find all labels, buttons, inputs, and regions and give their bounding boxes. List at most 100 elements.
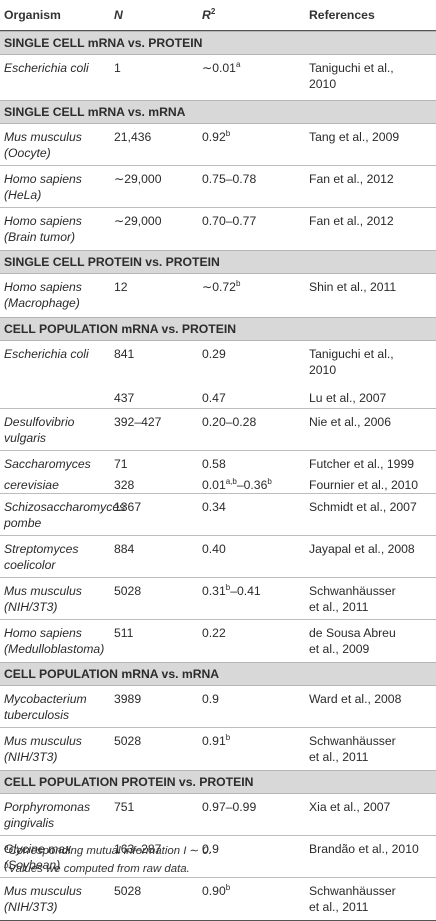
n-cell: ∼29,000	[114, 172, 162, 186]
r2-cell: 0.58	[202, 456, 309, 472]
organism-line-1: Desulfovibrio	[4, 415, 75, 429]
organism-line-2: (NIH/3T3)	[4, 600, 58, 614]
organism-cell: Homo sapiens (HeLa)	[0, 171, 114, 203]
r2-tail-footnote-mark: b	[267, 477, 272, 486]
reference-line-1: Fan et al., 2012	[309, 172, 394, 186]
organism-line-1: Mus musculus	[4, 584, 82, 598]
organism-cell: Mycobacterium tuberculosis	[0, 691, 114, 723]
r2-footnote-mark: b	[235, 279, 241, 288]
organism-line-2: gingivalis	[4, 816, 55, 830]
header-references: References	[309, 8, 375, 22]
r2-footnote-mark: a,b	[225, 477, 237, 486]
n-cell: ∼29,000	[114, 214, 162, 228]
organism-line-1: Mus musculus	[4, 130, 82, 144]
organism-line-2: (Oocyte)	[4, 146, 51, 160]
r2-value: ∼0.01	[202, 61, 236, 75]
n-cell: 884	[114, 542, 135, 556]
organism-cell: Schizosaccharomyces pombe	[0, 499, 126, 531]
reference-line-2: 2010	[309, 363, 337, 377]
reference-line-1: Schmidt et al., 2007	[309, 500, 417, 514]
reference-line-1: Nie et al., 2006	[309, 415, 391, 429]
r2-value: 0.91	[202, 734, 226, 748]
r2-cell: 0.90b	[202, 883, 309, 899]
reference-line-1: Jayapal et al., 2008	[309, 542, 415, 556]
reference-line-2: et al., 2009	[309, 642, 370, 656]
table-row: Saccharomyces 71 0.58 Futcher et al., 1999	[0, 451, 436, 472]
section-header: SINGLE CELL mRNA vs. mRNA	[0, 100, 436, 124]
reference-cell: Fan et al., 2012	[309, 213, 436, 229]
r2-footnote-mark: b	[225, 129, 231, 138]
table-row: Mus musculus (Oocyte) 21,436 0.92b Tang et a…	[0, 124, 436, 166]
r2-value: 0.9	[202, 692, 219, 706]
organism-line-2: (Soybean)	[4, 858, 61, 872]
r2-cell: 0.47	[202, 390, 309, 406]
n-cell: 5028	[114, 584, 142, 598]
r2-value-tail: –0.36	[236, 478, 268, 492]
table-row: 437 0.47 Lu et al., 2007	[0, 385, 436, 409]
organism-cell: Homo sapiens (Medulloblastoma)	[0, 625, 114, 657]
reference-cell: Shin et al., 2011	[309, 279, 436, 295]
footnote-a-text: Corresponding mutual information I ∼ 0.	[8, 845, 212, 857]
r2-value: 0.20–0.28	[202, 415, 257, 429]
table-row: Escherichia coli 841 0.29 Taniguchi et al.,…	[0, 341, 436, 385]
organism-cell: Porphyromonas gingivalis	[0, 799, 114, 831]
section-header: CELL POPULATION mRNA vs. mRNA	[0, 662, 436, 686]
r2-cell: 0.40	[202, 541, 309, 557]
reference-cell: Futcher et al., 1999	[309, 456, 436, 472]
organism-cell: Mus musculus (Oocyte)	[0, 129, 114, 161]
r2-value: 0.75–0.78	[202, 172, 257, 186]
table-row: Mycobacterium tuberculosis 3989 0.9 Ward et …	[0, 686, 436, 728]
r2-cell: 0.9	[202, 691, 309, 707]
r2-cell: 0.75–0.78	[202, 171, 309, 187]
organism-line-2: (NIH/3T3)	[4, 750, 58, 764]
organism-cell: Escherichia coli	[0, 60, 114, 76]
organism-cell: Escherichia coli	[0, 346, 114, 362]
reference-line-1: Brandão et al., 2010	[309, 842, 419, 856]
table-body: SINGLE CELL mRNA vs. PROTEIN Escherichia …	[0, 31, 436, 920]
r2-value: 0.31	[202, 584, 226, 598]
organism-line-1: Glycine max	[4, 842, 72, 856]
n-cell: 841	[114, 347, 135, 361]
table-row: Homo sapiens (Brain tumor) ∼29,000 0.70–0.7…	[0, 208, 436, 250]
r2-value: 0.34	[202, 500, 226, 514]
organism-line-1: Mycobacterium	[4, 692, 87, 706]
r2-value: 0.90	[202, 884, 226, 898]
organism-line-2: (NIH/3T3)	[4, 900, 58, 914]
organism-line-1: Streptomyces	[4, 542, 79, 556]
section-header: CELL POPULATION PROTEIN vs. PROTEIN	[0, 770, 436, 794]
organism-line-1: Mus musculus	[4, 734, 82, 748]
reference-line-2: et al., 2011	[309, 900, 369, 914]
table-row: Homo sapiens (Macrophage) 12 ∼0.72b Shin et …	[0, 274, 436, 317]
r2-value: 0.9	[202, 842, 219, 856]
organism-line-1: Schizosaccharomyces	[4, 500, 126, 514]
r2-value: 0.97–0.99	[202, 800, 257, 814]
r2-cell: ∼0.72b	[202, 279, 309, 295]
n-cell: 71	[114, 457, 128, 471]
r2-value: 0.22	[202, 626, 226, 640]
organism-line-1: Homo sapiens	[4, 626, 82, 640]
reference-cell: Nie et al., 2006	[309, 414, 436, 430]
organism-cell: Homo sapiens (Brain tumor)	[0, 213, 114, 245]
r2-cell: 0.70–0.77	[202, 213, 309, 229]
table-row: Mus musculus (NIH/3T3) 5028 0.91b Schwanhäus…	[0, 728, 436, 770]
reference-cell: Xia et al., 2007	[309, 799, 436, 815]
organism-line-1: Homo sapiens	[4, 280, 82, 294]
table-row: Mus musculus (NIH/3T3) 5028 0.90b Schwanhäus…	[0, 878, 436, 920]
organism-line-1: Mus musculus	[4, 884, 82, 898]
footnote-b-mark: b	[4, 861, 9, 870]
n-cell: 3989	[114, 692, 142, 706]
r2-value: 0.47	[202, 391, 226, 405]
organism-cell: Saccharomyces	[0, 456, 114, 472]
header-n: N	[114, 8, 123, 22]
header-organism: Organism	[4, 8, 61, 22]
reference-cell: Jayapal et al., 2008	[309, 541, 436, 557]
r2-value: 0.70–0.77	[202, 214, 257, 228]
reference-cell: Taniguchi et al., 2010	[309, 60, 436, 92]
organism-line-1: Saccharomyces	[4, 457, 91, 471]
organism-line-2: coelicolor	[4, 558, 56, 572]
reference-cell: Schwanhäusser et al., 2011	[309, 583, 436, 615]
organism-line-2: (Brain tumor)	[4, 230, 76, 244]
r2-footnote-mark: b	[225, 733, 231, 742]
n-cell: 751	[114, 800, 135, 814]
r2-value: 0.92	[202, 130, 226, 144]
